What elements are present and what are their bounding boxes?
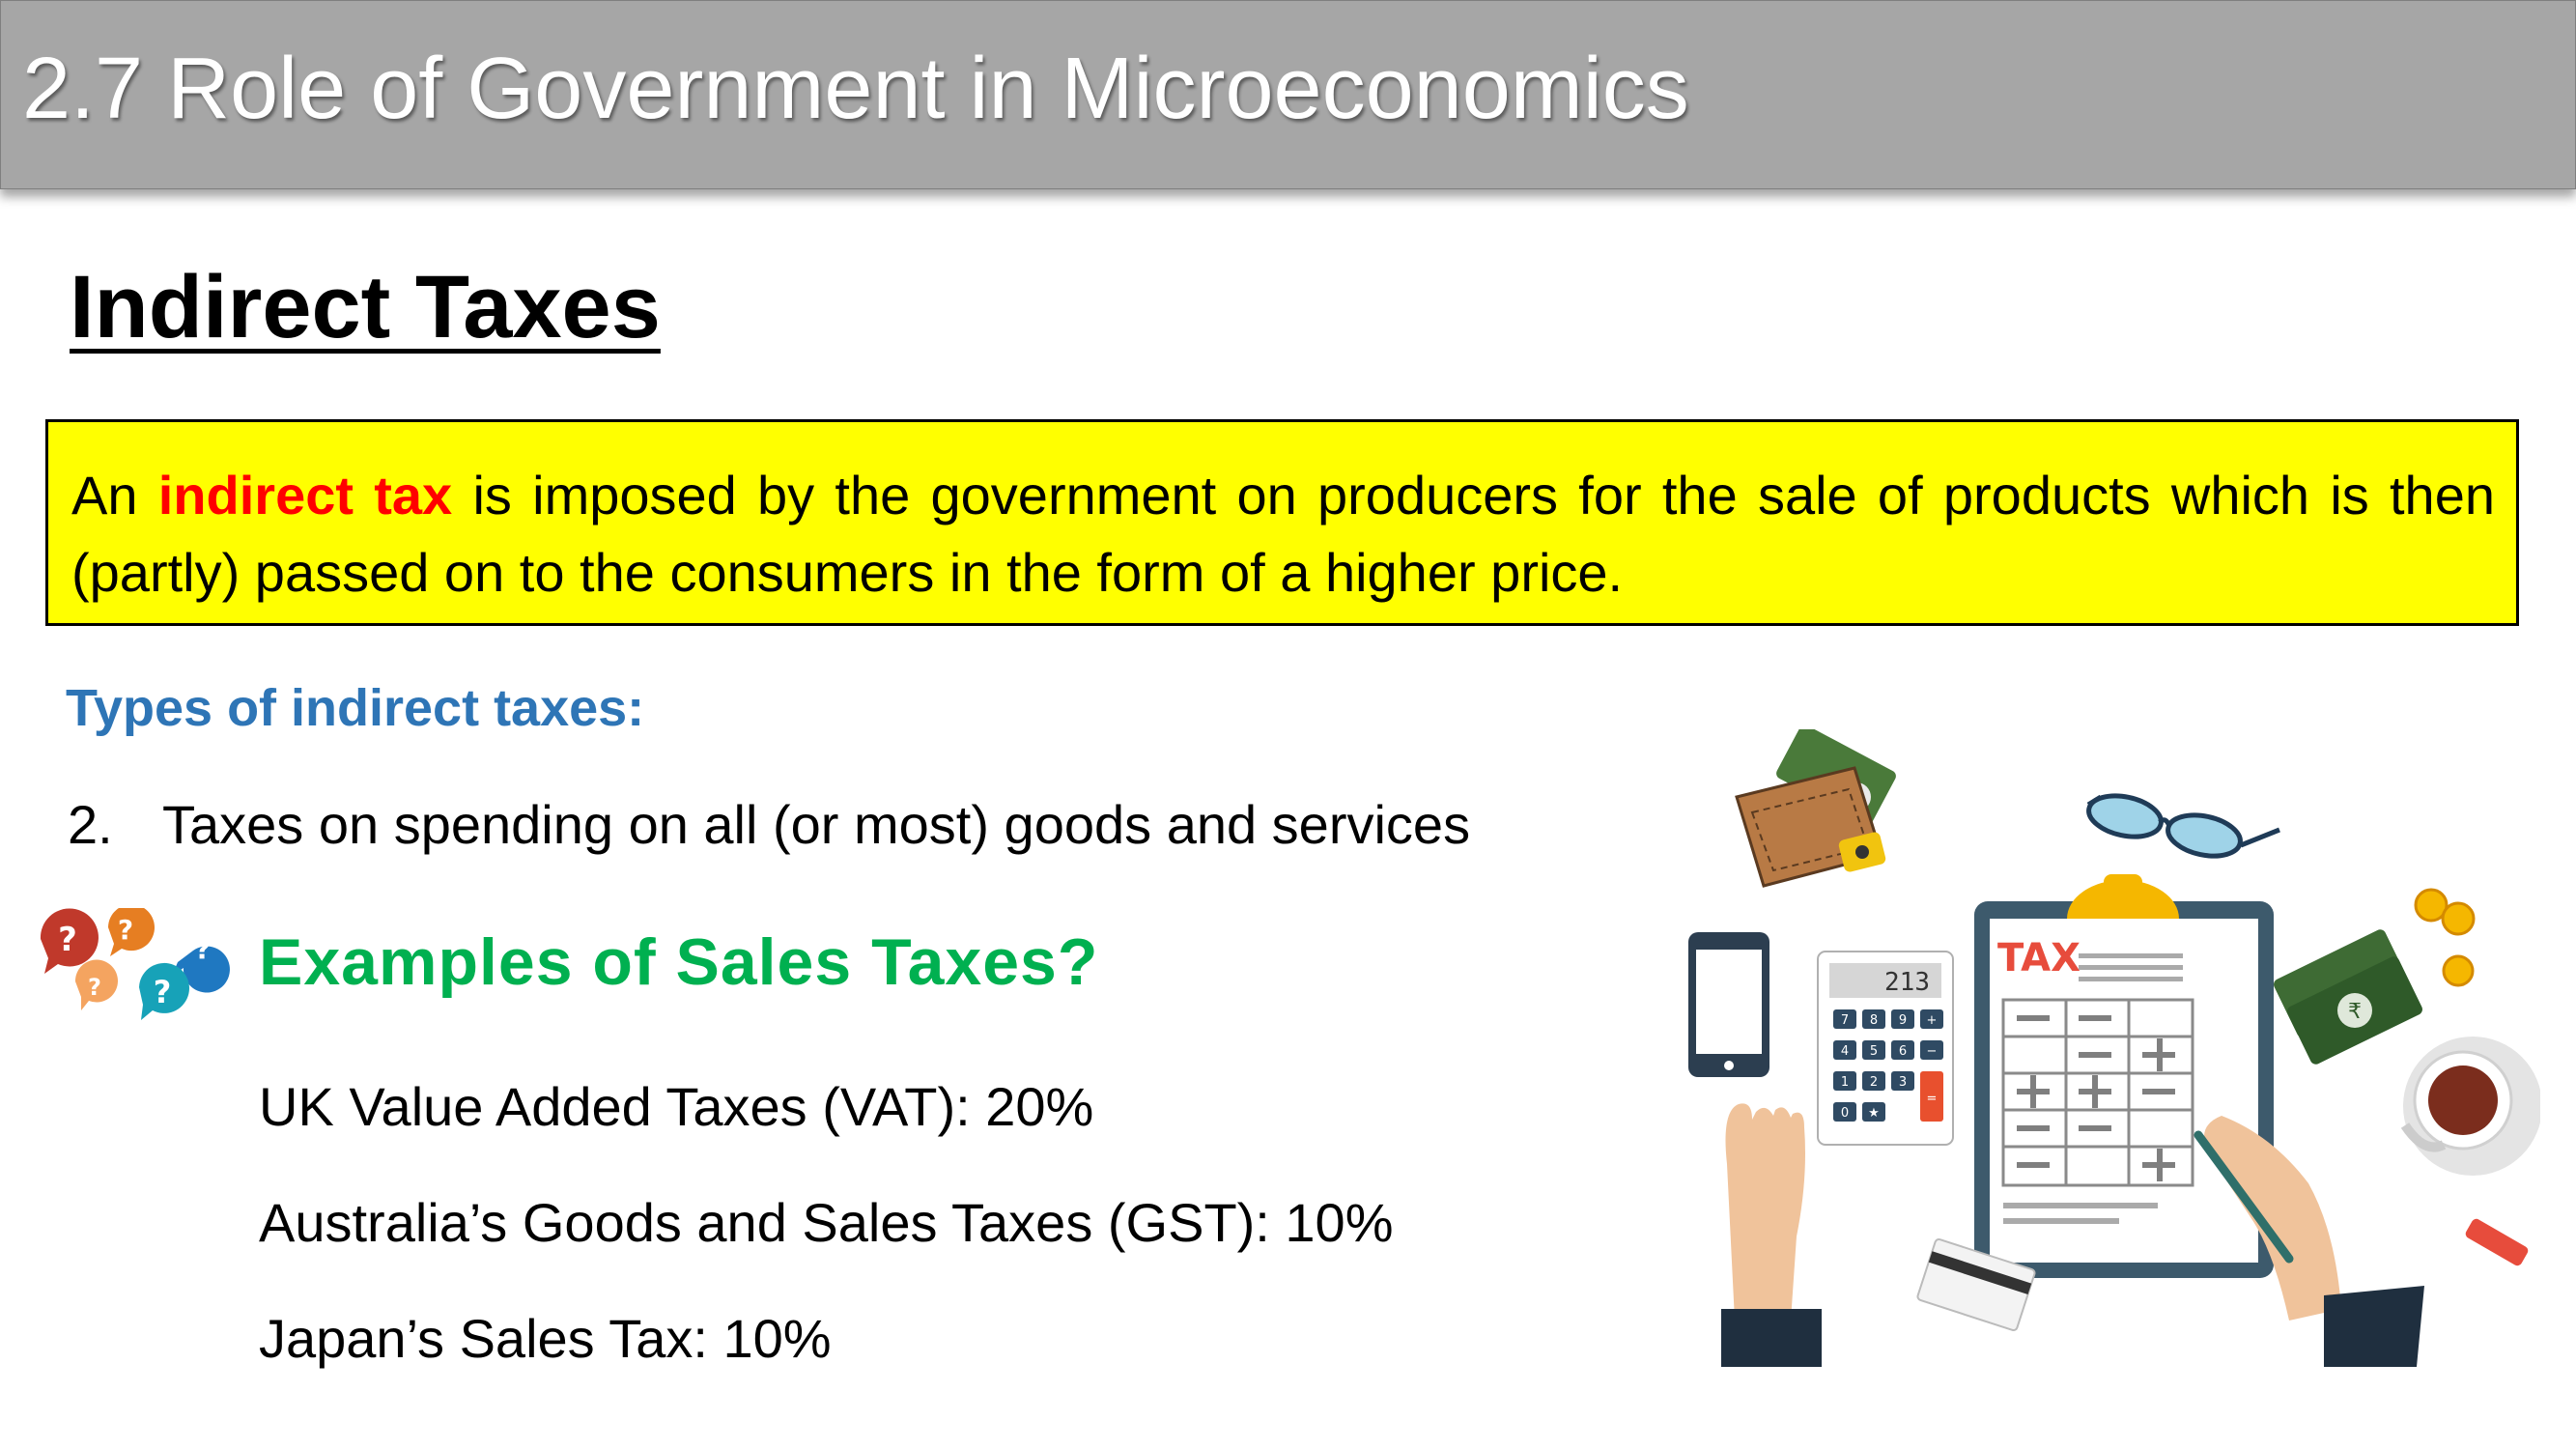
calculator-keypad: 7 8 9 +4 5 6 − 1 2 3 = 0 ★	[1833, 1009, 1943, 1122]
calculator-key-label: =	[1927, 1092, 1938, 1106]
calculator-key-label: 2	[1870, 1075, 1878, 1090]
example-item: Japan’s Sales Tax: 10%	[259, 1308, 832, 1369]
clipboard-icon: TAX	[1974, 874, 2274, 1278]
calculator-key-label: 7	[1841, 1013, 1849, 1028]
list-item: 2. Taxes on spending on all (or most) goo…	[68, 798, 1470, 852]
currency-symbol: ₹	[2348, 1000, 2362, 1024]
calculator-key-label: 4	[1841, 1044, 1849, 1059]
example-item: UK Value Added Taxes (VAT): 20%	[259, 1076, 1094, 1137]
calculator-key-label: +	[1927, 1013, 1938, 1028]
calculator-key-label: 8	[1870, 1013, 1878, 1028]
calculator-key	[1833, 1009, 1856, 1029]
question-glyph: ?	[58, 921, 77, 959]
calculator-key	[1862, 1102, 1885, 1122]
calculator-key-label: 6	[1899, 1044, 1907, 1059]
banknotes-icon: ₹	[2274, 929, 2422, 1065]
calculator-key-label: ★	[1868, 1106, 1880, 1121]
calculator-key	[1920, 1040, 1943, 1060]
definition-term: indirect tax	[157, 465, 453, 526]
calculator-key-label: 0	[1841, 1106, 1849, 1121]
calculator-key	[1833, 1102, 1856, 1122]
calculator-key	[1862, 1040, 1885, 1060]
definition-box: An indirect tax is imposed by the govern…	[45, 419, 2519, 626]
calculator-key	[1833, 1040, 1856, 1060]
hands-icon	[1721, 1103, 2424, 1367]
tax-illustration: ₹ 213 7 8 9 +4 5 6 − 1 2 3 = 0 ★ TAX	[1688, 729, 2540, 1367]
question-glyph: ?	[118, 914, 133, 946]
slide-title: 2.7 Role of Government in Microeconomics	[22, 41, 1689, 137]
question-bubbles-icon: ? ? ? ? ?	[40, 908, 230, 1020]
glasses-icon	[2086, 793, 2280, 859]
calculator-key-label: −	[1927, 1044, 1938, 1059]
coins-icon	[2414, 888, 2476, 987]
list-number: 2.	[68, 794, 113, 855]
calculator-key	[1891, 1040, 1914, 1060]
calculator-key	[1891, 1009, 1914, 1029]
calculator-key	[1862, 1071, 1885, 1091]
tax-label: TAX	[1997, 936, 2081, 980]
calculator-key-label: 9	[1899, 1013, 1907, 1028]
calculator-display: 213	[1884, 968, 1930, 997]
question-glyph: ?	[195, 933, 211, 965]
section-heading: Indirect Taxes	[70, 258, 661, 356]
examples-heading: Examples of Sales Taxes?	[259, 925, 1099, 999]
question-glyph: ?	[88, 974, 101, 1001]
credit-card-icon	[1916, 1237, 2036, 1332]
example-item: Australia’s Goods and Sales Taxes (GST):…	[259, 1192, 1394, 1253]
wallet-icon: ₹	[1735, 729, 1896, 888]
calculator-key	[1891, 1071, 1914, 1091]
title-bar: 2.7 Role of Government in Microeconomics	[0, 0, 2576, 189]
calculator-key	[1862, 1009, 1885, 1029]
coffee-cup-icon	[2400, 1037, 2540, 1176]
definition-text: is imposed by the government on producer…	[71, 465, 2495, 603]
types-heading: Types of indirect taxes:	[66, 679, 645, 737]
list-text: Taxes on spending on all (or most) goods…	[162, 794, 1471, 855]
calculator-key	[1833, 1071, 1856, 1091]
question-glyph: ?	[154, 974, 172, 1010]
usb-drive-icon	[2465, 1218, 2529, 1266]
definition-prefix: An	[71, 465, 158, 526]
calculator-key-label: 5	[1870, 1044, 1878, 1059]
calculator-key	[1920, 1071, 1943, 1122]
calculator-key	[1920, 1009, 1943, 1029]
phone-icon	[1688, 932, 1769, 1077]
calculator-key-label: 1	[1841, 1075, 1849, 1090]
calculator-key-label: 3	[1899, 1075, 1907, 1090]
